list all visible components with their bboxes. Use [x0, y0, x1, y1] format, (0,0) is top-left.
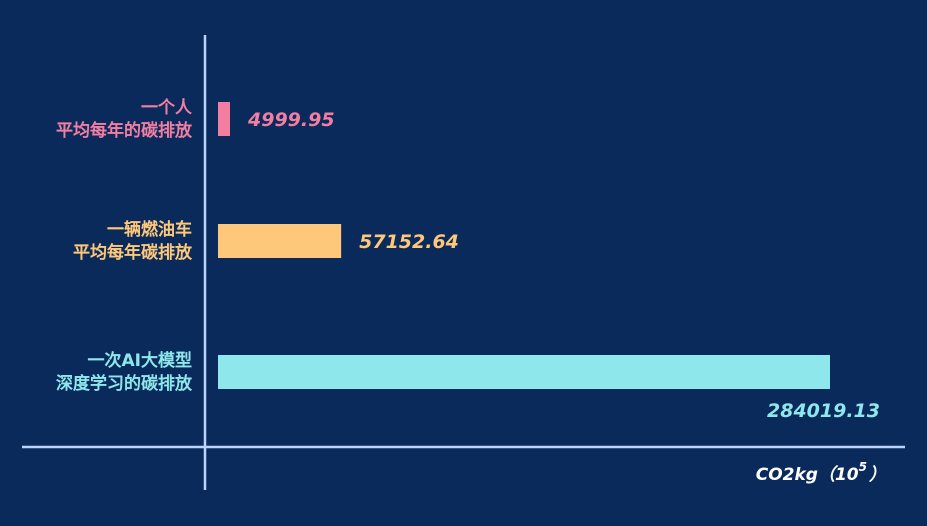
value-label-3: 284019.13: [767, 400, 880, 422]
value-label-2: 57152.64: [359, 231, 459, 253]
value-label-1: 4999.95: [247, 109, 335, 131]
category-label-1: 一个人平均每年的碳排放: [56, 97, 193, 141]
bar-1: [218, 102, 230, 136]
x-unit-label: CO2kg（105）: [756, 460, 886, 485]
bar-3: [218, 355, 830, 389]
category-label-2: 一辆燃油车平均每年碳排放: [73, 219, 193, 263]
bar-2: [218, 224, 342, 258]
category-label-3: 一次AI大模型深度学习的碳排放: [56, 350, 193, 394]
